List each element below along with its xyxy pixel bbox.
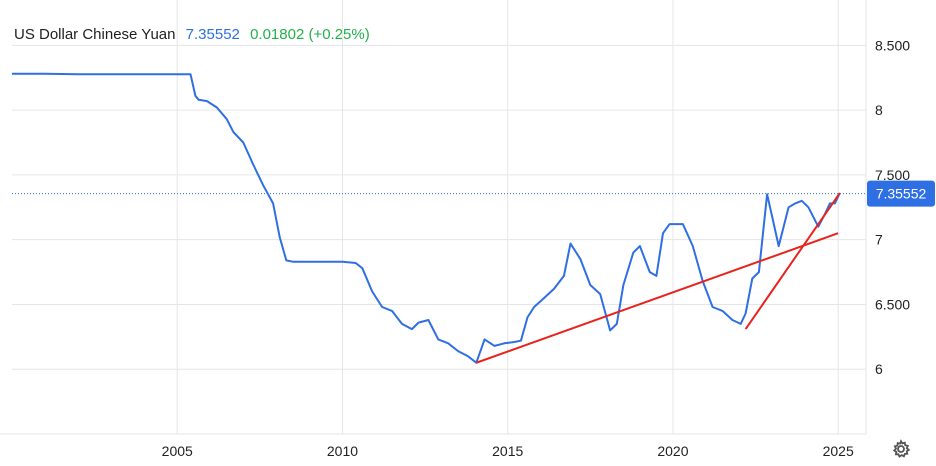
x-tick-label: 2025: [823, 443, 854, 459]
x-tick-label: 2015: [492, 443, 523, 459]
trendline[interactable]: [744, 192, 841, 330]
y-tick-label: 6.500: [875, 296, 910, 312]
y-tick-label: 8: [875, 102, 883, 118]
price-change: 0.01802 (+0.25%): [250, 26, 370, 43]
y-tick-label: 8.500: [875, 37, 910, 53]
trendline[interactable]: [475, 232, 839, 364]
gear-icon[interactable]: [891, 439, 911, 459]
chart-header: US Dollar Chinese Yuan 7.35552 0.01802 (…: [14, 26, 370, 43]
x-tick-label: 2020: [657, 443, 688, 459]
y-tick-label: 6: [875, 361, 883, 377]
x-tick-label: 2010: [327, 443, 358, 459]
last-value-label: 7.35552: [876, 186, 927, 202]
current-price: 7.35552: [185, 26, 240, 43]
last-value-badge: [867, 180, 935, 207]
instrument-name: US Dollar Chinese Yuan: [14, 26, 176, 43]
x-tick-label: 2005: [162, 443, 193, 459]
series-line[interactable]: [12, 72, 841, 364]
y-tick-label: 7.500: [875, 167, 910, 183]
y-tick-label: 7: [875, 232, 883, 248]
